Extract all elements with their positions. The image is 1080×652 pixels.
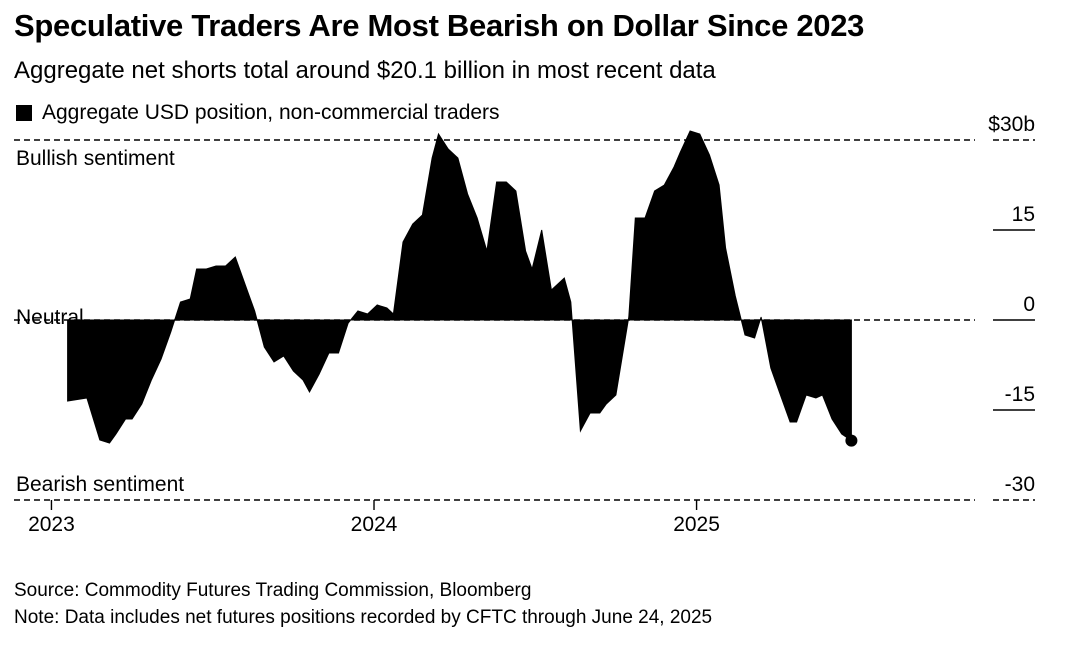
chart-title: Speculative Traders Are Most Bearish on … [14, 8, 865, 43]
y-tick-label: $30b [988, 113, 1035, 136]
annotation-bullish: Bullish sentiment [16, 147, 175, 170]
area-layer [67, 130, 858, 447]
y-tick-label: 15 [1012, 203, 1035, 226]
x-tick-label: 2024 [351, 513, 398, 536]
y-tick-label: 0 [1023, 293, 1035, 316]
chart-subtitle: Aggregate net shorts total around $20.1 … [14, 57, 716, 84]
data-note: Note: Data includes net futures position… [14, 607, 713, 628]
series-area [67, 130, 852, 444]
grid-layer [14, 139, 975, 501]
legend-swatch [16, 105, 32, 121]
annotation-bearish: Bearish sentiment [16, 473, 184, 496]
latest-point-marker [845, 434, 858, 447]
legend: Aggregate USD position, non-commercial t… [16, 101, 500, 125]
annotation-neutral: Neutral [16, 306, 84, 329]
x-tick-label: 2023 [28, 513, 75, 536]
y-tick-label: -15 [1005, 383, 1035, 406]
annotation-layer: Bullish sentiment Neutral Bearish sentim… [16, 147, 184, 496]
x-tick-label: 2025 [673, 513, 720, 536]
axis-layer: $30b 15 0 -15 -30 2023 2024 2025 [28, 113, 1035, 536]
legend-label: Aggregate USD position, non-commercial t… [42, 101, 500, 124]
y-tick-label: -30 [1005, 473, 1035, 496]
source-note: Source: Commodity Futures Trading Commis… [14, 580, 532, 601]
